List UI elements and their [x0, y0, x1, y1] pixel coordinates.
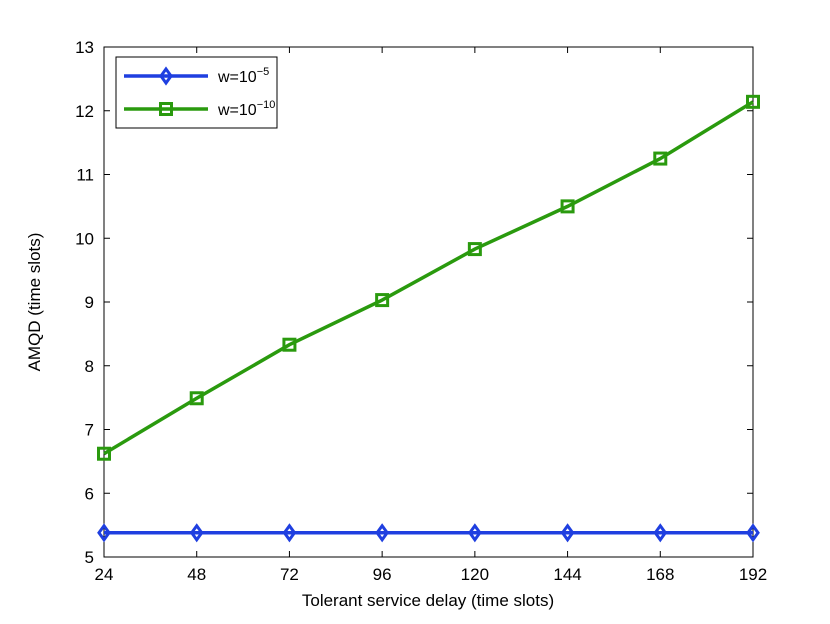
diamond-marker: [189, 523, 204, 543]
diamond-marker: [375, 523, 390, 543]
x-tick-label: 144: [553, 565, 581, 584]
diamond-marker: [282, 523, 297, 543]
x-tick-label: 96: [373, 565, 392, 584]
x-tick-label: 48: [187, 565, 206, 584]
x-tick-label: 72: [280, 565, 299, 584]
legend-diamond-marker: [159, 66, 173, 86]
y-tick-label: 8: [85, 357, 94, 376]
square-marker: [97, 446, 111, 461]
diamond-marker: [467, 523, 482, 543]
y-tick-label: 11: [76, 166, 94, 185]
series-1: [97, 523, 760, 543]
series-layer: [97, 94, 760, 543]
square-marker: [746, 94, 760, 109]
y-tick-label: 13: [75, 38, 94, 57]
legend-label-base: w=10: [217, 102, 257, 119]
y-tick-label: 7: [85, 421, 94, 440]
x-axis: 24 48 72 96 120 144 168 192: [95, 47, 767, 584]
square-marker: [653, 151, 668, 166]
y-tick-label: 5: [85, 548, 94, 567]
y-axis: 5 6 7 8 9 10 11 12 13: [75, 38, 753, 567]
x-tick-label: 24: [95, 565, 114, 584]
legend-label: w=10−5: [217, 66, 269, 86]
x-axis-title: Tolerant service delay (time slots): [302, 591, 554, 610]
square-marker: [189, 391, 204, 406]
square-marker: [375, 293, 390, 308]
y-tick-label: 9: [85, 293, 94, 312]
y-tick-label: 12: [75, 102, 94, 121]
diamond-marker: [653, 523, 668, 543]
y-axis-title: AMQD (time slots): [25, 233, 44, 372]
diamond-marker: [97, 523, 111, 543]
x-tick-label: 192: [739, 565, 767, 584]
legend-box: [115, 56, 278, 129]
square-marker: [282, 337, 297, 352]
square-marker: [467, 242, 482, 257]
diamond-marker: [746, 523, 760, 543]
legend-label: w=10−10: [217, 99, 275, 119]
y-tick-label: 6: [85, 484, 94, 503]
x-tick-label: 120: [461, 565, 489, 584]
plot-area: [103, 46, 754, 558]
legend: w=10−5w=10−10: [115, 56, 278, 129]
legend-label-base: w=10: [217, 69, 257, 86]
series-2: [97, 94, 760, 461]
x-tick-label: 168: [646, 565, 674, 584]
legend-label-exponent: −5: [257, 66, 270, 78]
y-tick-label: 10: [75, 229, 94, 248]
square-marker: [560, 199, 575, 214]
diamond-marker: [560, 523, 575, 543]
legend-square-marker: [159, 102, 173, 116]
legend-label-exponent: −10: [257, 99, 276, 111]
series-line: [103, 100, 754, 456]
